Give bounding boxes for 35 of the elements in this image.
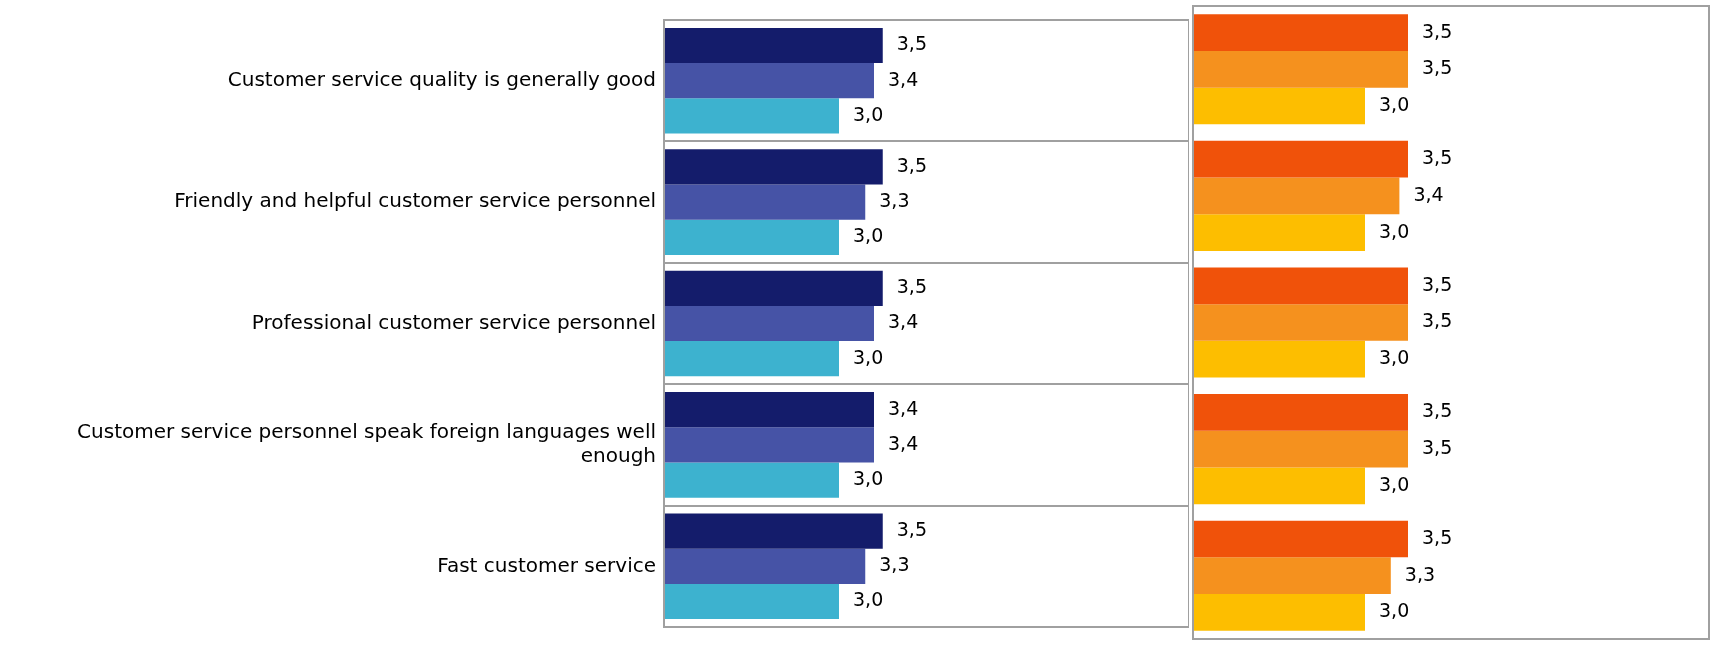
data-label: 3,0 [853, 102, 884, 125]
data-label: 3,3 [1404, 562, 1436, 585]
data-label: 3,4 [1413, 182, 1444, 205]
data-label: 3,5 [1422, 399, 1453, 422]
y-tick-label: Customer service personnel speak foreign languages well enough [77, 419, 656, 468]
data-label: 3,0 [853, 224, 884, 247]
data-label: 3,4 [888, 67, 919, 90]
y-tick-label: Fast customer service [437, 552, 656, 577]
data-label: 3,5 [896, 32, 927, 55]
data-label: 3,5 [1422, 146, 1453, 169]
data-label: 3,5 [896, 518, 927, 541]
data-label: 3,0 [1379, 346, 1410, 369]
data-label: 3,5 [896, 275, 927, 298]
data-label: 3,5 [1422, 56, 1453, 79]
data-label: 3,5 [1422, 309, 1453, 332]
data-label: 3,0 [1379, 599, 1410, 622]
y-tick-label: Professional customer service personnel [251, 309, 656, 334]
data-label: 3,5 [1422, 436, 1453, 459]
data-label: 3,0 [1379, 92, 1410, 115]
data-label: 3,5 [1422, 19, 1453, 42]
data-label: 3,5 [1422, 272, 1453, 295]
data-label: 3,4 [888, 431, 919, 454]
y-tick-label: Customer service quality is generally good [227, 66, 656, 91]
data-label: 3,4 [888, 310, 919, 333]
data-label: 3,5 [1422, 525, 1453, 548]
data-label: 3,0 [1379, 219, 1410, 242]
data-label: 3,0 [1379, 472, 1410, 495]
data-label: 3,0 [853, 467, 884, 490]
data-label: 3,3 [879, 189, 910, 212]
data-label: 3,3 [879, 553, 910, 576]
y-tick-label: Friendly and helpful customer service personnel [174, 188, 656, 213]
data-label: 3,0 [853, 588, 884, 611]
data-label: 3,4 [888, 396, 919, 419]
data-label: 3,5 [896, 153, 927, 176]
data-label: 3,0 [853, 345, 884, 368]
